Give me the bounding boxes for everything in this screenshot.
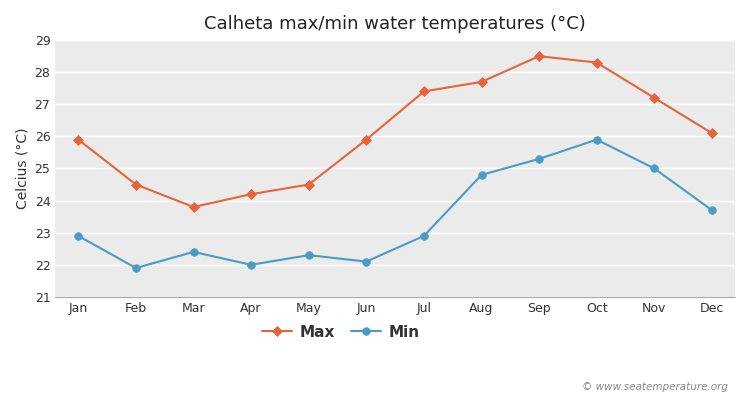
Min [131, 266, 140, 270]
Min [477, 172, 486, 177]
Line: Min: Min [74, 136, 716, 272]
Max [477, 80, 486, 84]
Min [535, 156, 544, 161]
Min [74, 234, 82, 238]
Max [131, 182, 140, 187]
Y-axis label: Celcius (°C): Celcius (°C) [15, 128, 29, 209]
Min [707, 208, 716, 213]
Max [189, 205, 198, 210]
Text: © www.seatemperature.org: © www.seatemperature.org [581, 382, 728, 392]
Legend: Max, Min: Max, Min [256, 318, 426, 346]
Max [535, 54, 544, 58]
Min [304, 253, 313, 258]
Min [362, 259, 370, 264]
Max [247, 192, 256, 196]
Max [74, 137, 82, 142]
Max [304, 182, 313, 187]
Min [247, 262, 256, 267]
Line: Max: Max [74, 52, 716, 211]
Min [650, 166, 658, 171]
Max [650, 96, 658, 100]
Max [419, 89, 428, 94]
Min [419, 234, 428, 238]
Min [189, 250, 198, 254]
Max [362, 137, 370, 142]
Max [592, 60, 602, 65]
Min [592, 137, 602, 142]
Title: Calheta max/min water temperatures (°C): Calheta max/min water temperatures (°C) [204, 15, 586, 33]
Max [707, 131, 716, 136]
